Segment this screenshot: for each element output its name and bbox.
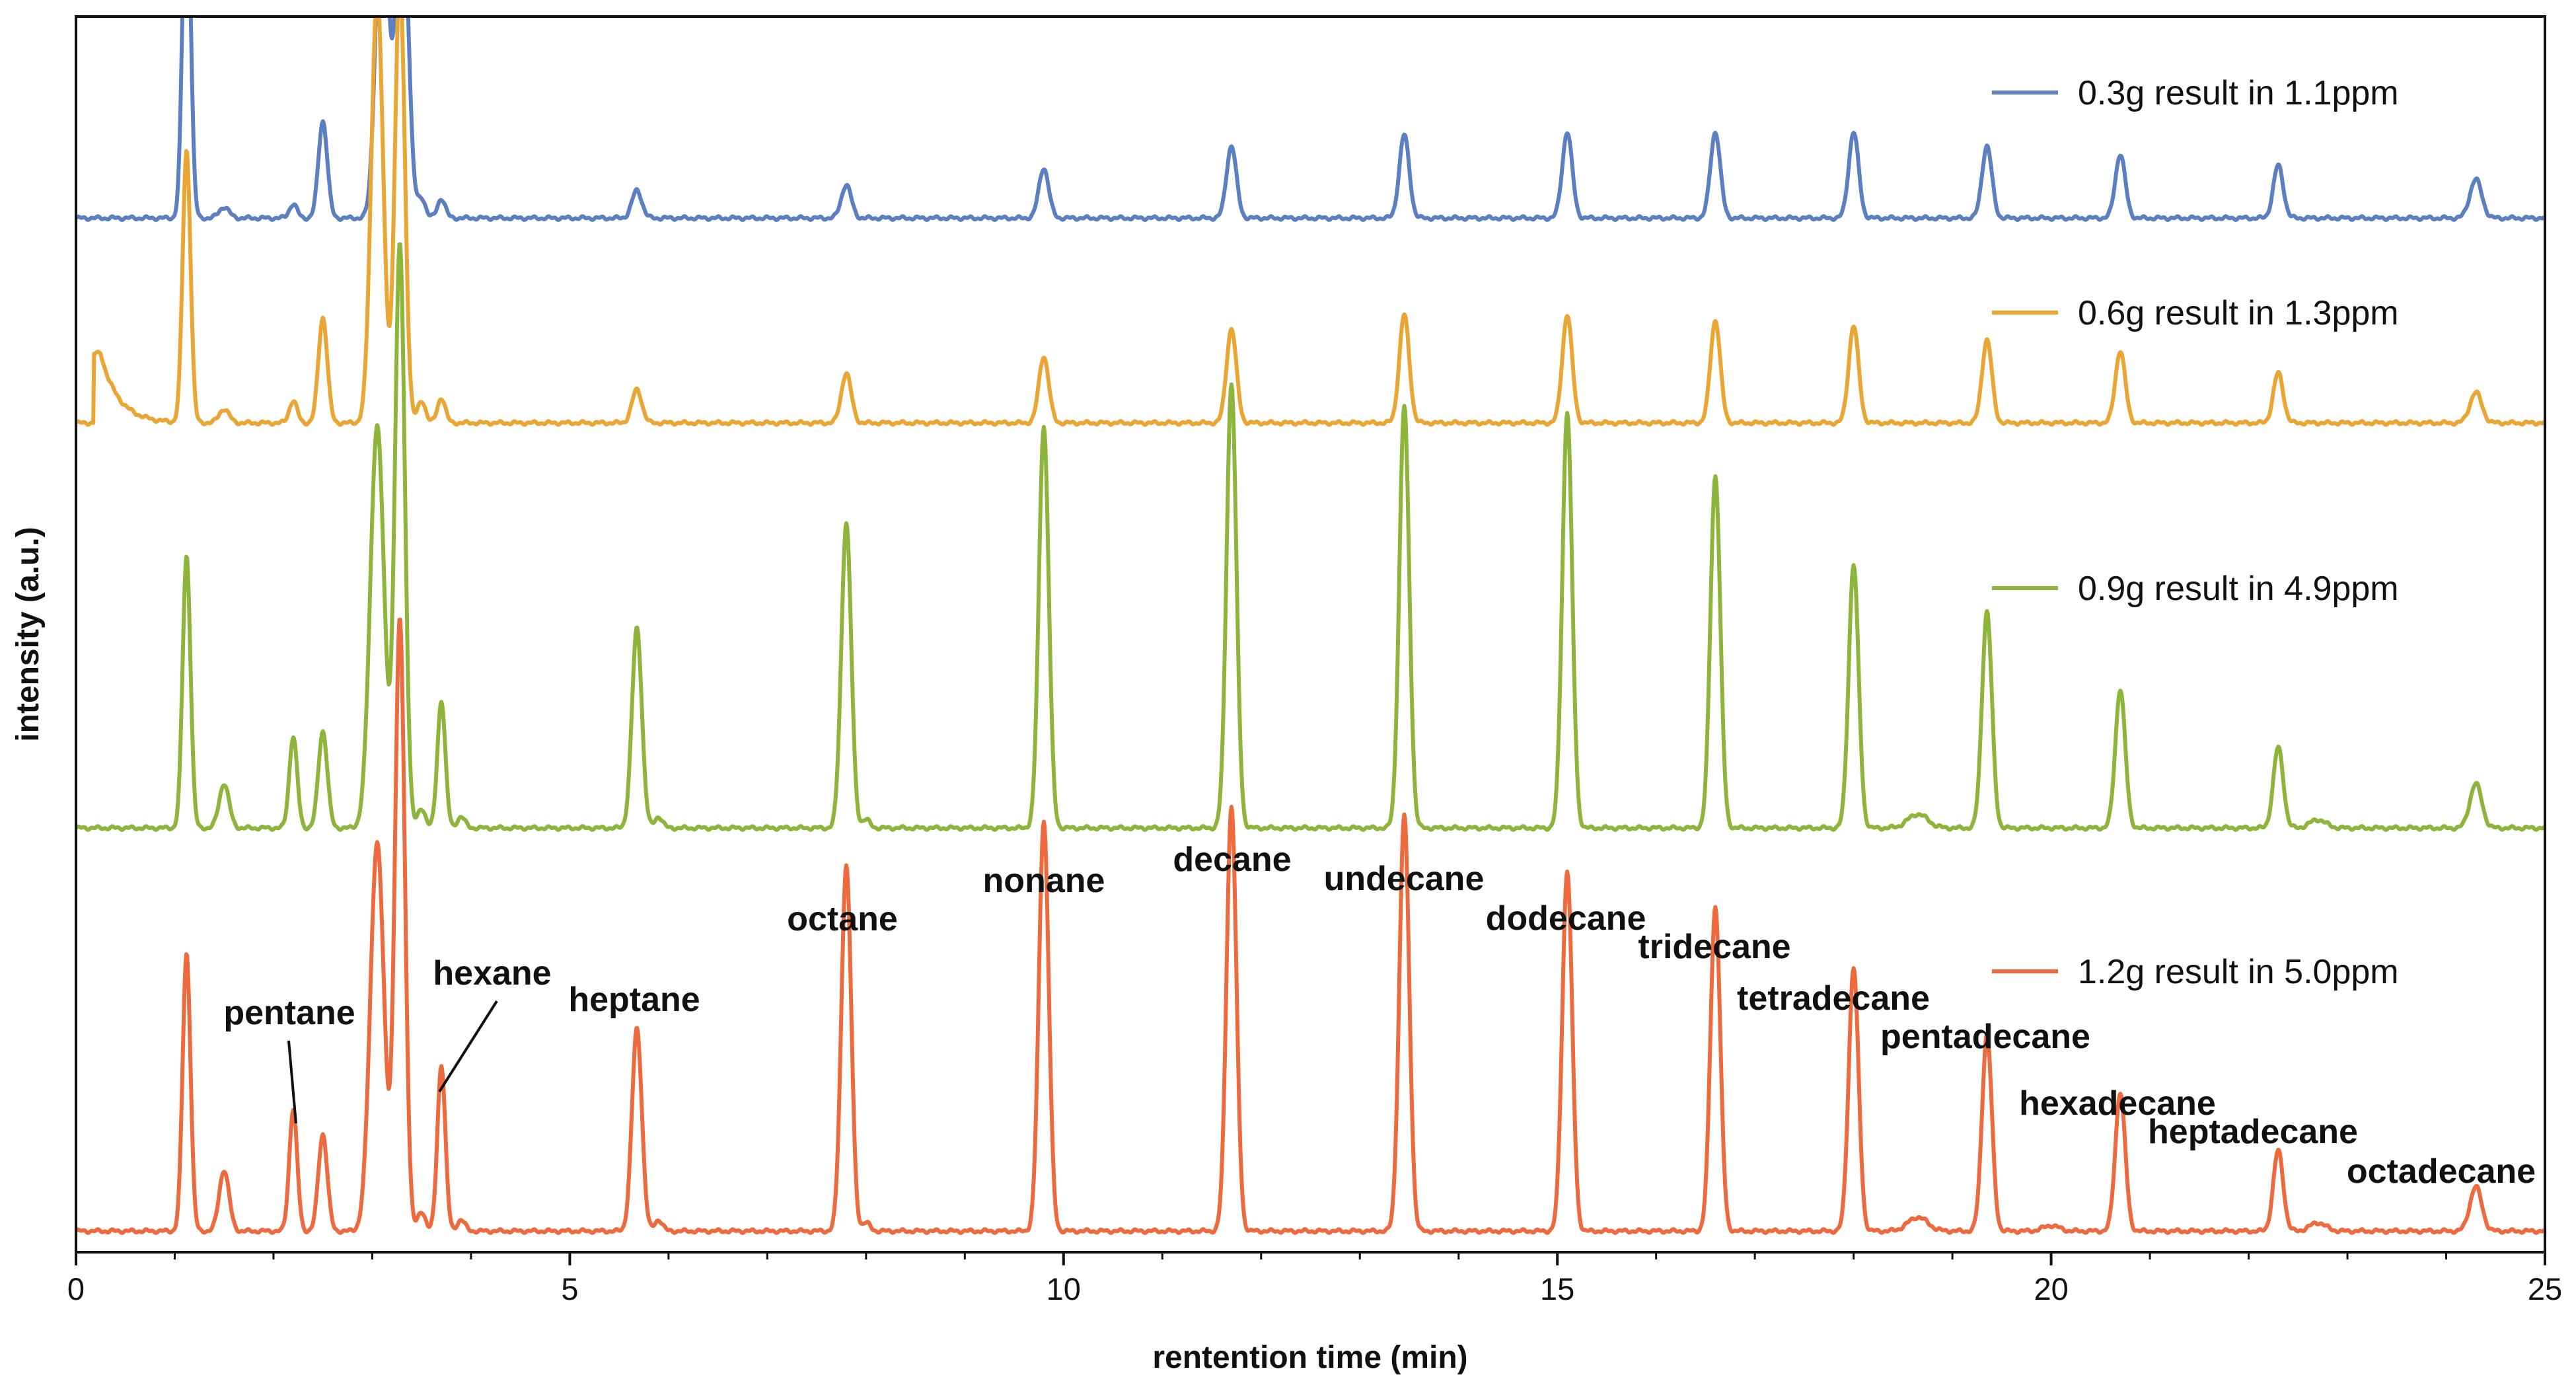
x-tick-label: 0 <box>67 1271 85 1306</box>
peak-label-dodecane: dodecane <box>1486 899 1646 938</box>
series-line-0p6g <box>76 17 2545 427</box>
leader-line-pentane <box>287 1040 297 1124</box>
plot-frame <box>75 15 2546 1254</box>
legend-label-0p9g: 0.9g result in 4.9ppm <box>2078 570 2399 608</box>
x-tick-label: 20 <box>2034 1271 2068 1306</box>
peak-label-hexane: hexane <box>433 954 551 993</box>
legend-label-1p2g: 1.2g result in 5.0ppm <box>2078 953 2399 991</box>
x-axis: 0 5 10 15 20 25 <box>67 1252 2562 1306</box>
y-axis-title: intensity (a.u.) <box>11 527 46 741</box>
series-line-0p3g <box>76 17 2545 222</box>
x-tick-label: 25 <box>2528 1271 2562 1306</box>
leader-line-hexane <box>438 1000 498 1093</box>
peak-label-decane: decane <box>1173 841 1291 879</box>
x-axis-title: rentention time (min) <box>1152 1340 1467 1375</box>
x-tick-label: 10 <box>1047 1271 1081 1306</box>
peak-label-tridecane: tridecane <box>1638 928 1790 966</box>
peak-label-hexadecane: hexadecane <box>2019 1084 2216 1123</box>
peak-label-pentadecane: pentadecane <box>1880 1018 2090 1056</box>
peak-label-octadecane: octadecane <box>2347 1152 2536 1191</box>
series-layer <box>76 17 2545 1235</box>
peak-label-nonane: nonane <box>983 862 1105 900</box>
legend-label-0p6g: 0.6g result in 1.3ppm <box>2078 294 2399 332</box>
peak-label-heptadecane: heptadecane <box>2148 1113 2358 1151</box>
series-line-1p2g <box>76 617 2545 1235</box>
peak-label-octane: octane <box>787 900 898 938</box>
x-tick-label: 15 <box>1540 1271 1574 1306</box>
peak-annotations: pentane hexane heptane octane nonane decane un… <box>223 841 2536 1191</box>
legend: 0.3g result in 1.1ppm 0.6g result in 1.3p… <box>1992 74 2399 991</box>
peak-label-heptane: heptane <box>568 981 700 1019</box>
peak-label-pentane: pentane <box>223 994 355 1032</box>
legend-label-0p3g: 0.3g result in 1.1ppm <box>2078 74 2399 112</box>
x-tick-label: 5 <box>561 1271 578 1306</box>
series-line-0p9g <box>76 242 2545 832</box>
peak-label-undecane: undecane <box>1324 860 1485 898</box>
peak-label-tetradecane: tetradecane <box>1737 979 1930 1018</box>
